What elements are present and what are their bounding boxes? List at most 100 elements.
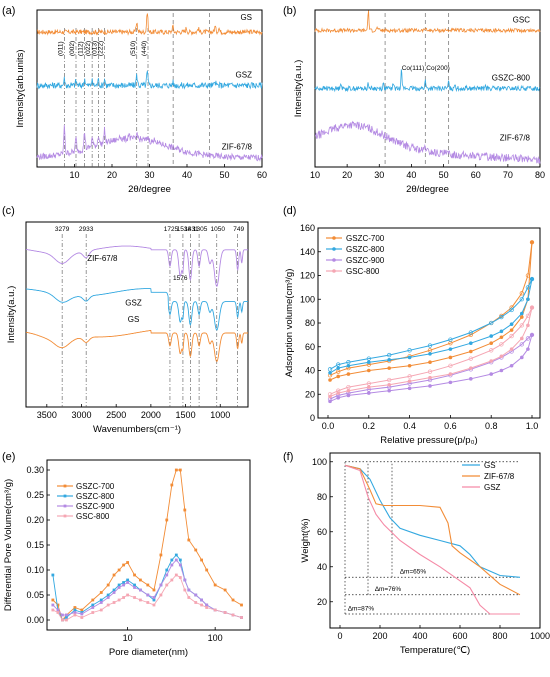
panel-letter: (a) bbox=[2, 5, 15, 17]
axis-xtick-label: 30 bbox=[144, 170, 154, 180]
data-point bbox=[200, 598, 204, 602]
data-point bbox=[336, 362, 341, 367]
data-point bbox=[170, 483, 174, 487]
data-point bbox=[174, 553, 178, 557]
data-point bbox=[165, 518, 169, 522]
data-point bbox=[346, 384, 351, 390]
series-line-GSC bbox=[314, 10, 541, 34]
data-point bbox=[530, 333, 534, 337]
axis-ylabel: Adsorption volume(cm³/g) bbox=[284, 269, 295, 378]
data-point bbox=[327, 367, 333, 372]
data-point bbox=[448, 372, 453, 376]
band-label: 3279 bbox=[55, 226, 70, 233]
data-point bbox=[126, 581, 130, 584]
data-point bbox=[126, 593, 130, 597]
peak-label: (022) bbox=[85, 41, 92, 56]
data-point bbox=[530, 305, 534, 310]
axis-xlabel: Pore diameter(nm) bbox=[109, 647, 188, 658]
data-point bbox=[489, 341, 494, 345]
axis-xtick-label: 0 bbox=[337, 631, 342, 641]
panel-e: (e) 10 100 0.00 0.05 0.10 0.15 0.20 0.25 0.30 Pore… bbox=[2, 451, 251, 658]
data-point bbox=[112, 591, 116, 594]
data-point bbox=[165, 583, 169, 587]
data-point bbox=[526, 347, 530, 351]
legend-label: GSZ bbox=[484, 483, 501, 492]
data-point bbox=[122, 563, 126, 567]
data-point bbox=[509, 347, 514, 351]
data-point bbox=[346, 360, 351, 365]
data-point bbox=[469, 341, 473, 345]
desorption-line bbox=[329, 242, 533, 376]
data-point bbox=[170, 563, 174, 567]
data-point bbox=[200, 558, 204, 562]
data-point bbox=[205, 568, 209, 572]
axis-ytick-label: 100 bbox=[312, 457, 327, 467]
axis-xtick-label: 0.4 bbox=[403, 421, 416, 431]
data-point bbox=[428, 375, 432, 380]
series-label: ZIF-67/8 bbox=[222, 143, 253, 152]
data-point bbox=[529, 240, 535, 245]
axis-ytick-label: 20 bbox=[305, 389, 315, 399]
series-label: ZIF-67/8 bbox=[500, 133, 531, 142]
data-point bbox=[56, 608, 60, 612]
data-point bbox=[56, 611, 60, 614]
band-label: 2933 bbox=[79, 226, 94, 233]
panel-c: (c) 3500 3000 2500 2000 1500 1000 Wavenumbers(c… bbox=[2, 205, 249, 435]
axis-xtick-label: 2500 bbox=[106, 410, 126, 420]
annotation-mass-loss: ∆m=65% bbox=[400, 569, 426, 576]
peak-label: (112) bbox=[78, 41, 85, 56]
data-point bbox=[178, 468, 182, 472]
data-point bbox=[159, 583, 163, 587]
axis-ylabel: Intensity(arb.units) bbox=[15, 49, 26, 127]
axis-xtick-label: 2000 bbox=[141, 410, 161, 420]
axis-xlabel: Relative pressure(p/p₀) bbox=[380, 435, 477, 446]
panel-letter: (c) bbox=[2, 205, 15, 217]
data-point bbox=[51, 573, 55, 577]
data-point bbox=[240, 616, 243, 619]
legend-marker bbox=[63, 504, 67, 508]
data-point bbox=[489, 320, 494, 326]
series-label: GSZ bbox=[125, 298, 142, 307]
data-point bbox=[194, 601, 198, 604]
data-point bbox=[407, 355, 412, 360]
axis-ytick-label: 0.20 bbox=[26, 515, 44, 525]
axis-xtick-label: 50 bbox=[219, 170, 229, 180]
data-point bbox=[112, 601, 116, 604]
axis-xtick-label: 1500 bbox=[176, 410, 196, 420]
data-point bbox=[80, 616, 84, 619]
data-point bbox=[336, 374, 341, 379]
data-point bbox=[117, 598, 121, 602]
data-point bbox=[328, 378, 332, 382]
data-point bbox=[133, 583, 136, 587]
data-point bbox=[509, 363, 514, 368]
data-point bbox=[213, 583, 217, 587]
data-point bbox=[213, 608, 217, 612]
data-point bbox=[133, 596, 136, 599]
axis-xtick-label: 0.6 bbox=[444, 421, 457, 431]
data-point bbox=[519, 323, 524, 328]
data-point bbox=[407, 348, 412, 353]
axis-xtick-label: 0.2 bbox=[363, 421, 376, 431]
data-point bbox=[520, 315, 524, 319]
axis-ytick-label: 0.10 bbox=[26, 565, 44, 575]
data-point bbox=[159, 593, 163, 597]
data-point bbox=[61, 613, 64, 617]
data-point bbox=[526, 323, 530, 328]
data-point bbox=[448, 363, 453, 368]
axis-ytick-label: 80 bbox=[305, 318, 315, 328]
band-label: 1431 bbox=[184, 226, 199, 233]
annotation-mass-loss: ∆m=87% bbox=[348, 605, 374, 612]
data-point bbox=[367, 368, 371, 373]
data-point bbox=[525, 273, 531, 278]
series-label: GSZ bbox=[236, 71, 253, 80]
data-point bbox=[51, 603, 55, 607]
legend-marker bbox=[332, 258, 336, 262]
axis-ytick-label: 0.05 bbox=[26, 590, 44, 600]
series-line-ZIF-67/8 bbox=[314, 120, 541, 164]
data-point bbox=[106, 603, 110, 607]
data-point bbox=[183, 578, 187, 582]
axis-xlabel: Wavenumbers(cm⁻¹) bbox=[93, 424, 181, 435]
data-point bbox=[367, 360, 371, 364]
data-point bbox=[327, 392, 333, 397]
axis-xtick-label: 20 bbox=[342, 170, 352, 180]
